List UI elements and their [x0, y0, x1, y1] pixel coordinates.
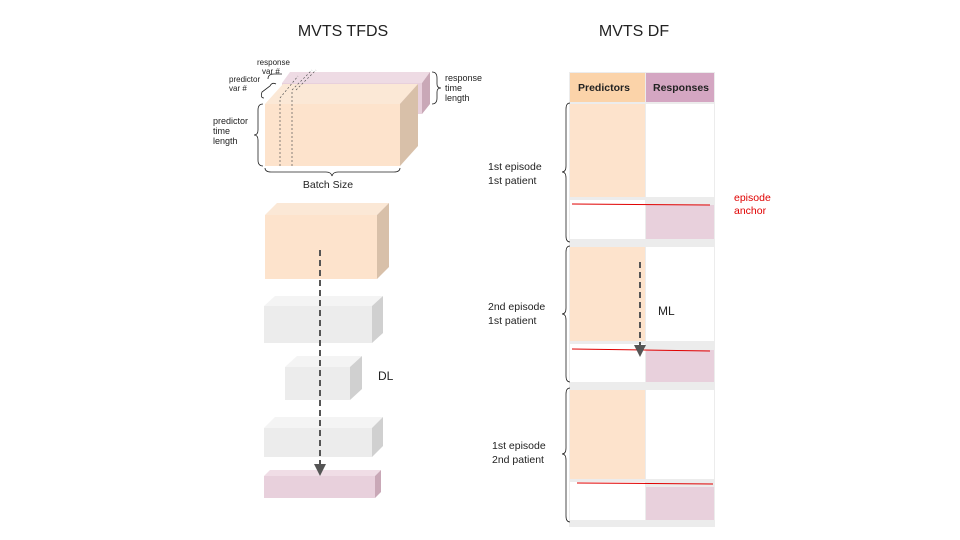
episode-label-3: 1st episode 2nd patient [492, 440, 549, 466]
dl-flow-arrow [314, 250, 326, 476]
episode-block-2 [570, 247, 714, 382]
episode-block-1 [570, 104, 714, 239]
response-var-label: response var # [257, 58, 292, 76]
header-responses-label: Responses [653, 82, 709, 94]
episode-label-2: 2nd episode 1st patient [488, 301, 548, 327]
episode-anchor-line [576, 482, 714, 485]
episode-label-1: 1st episode 1st patient [488, 161, 545, 187]
ml-flow-arrow [634, 262, 646, 357]
dl-input-layer [265, 203, 389, 279]
title-mvts-df: MVTS DF [599, 23, 669, 40]
header-predictors [570, 73, 645, 102]
predictor-var-brace [260, 82, 277, 99]
episode-anchor-label: episode anchor [734, 192, 774, 217]
batch-size-label: Batch Size [303, 179, 353, 191]
response-time-brace [431, 71, 442, 105]
df-table: Predictors Responses [569, 72, 715, 527]
header-predictors-label: Predictors [578, 82, 630, 94]
title-mvts-tfds: MVTS TFDS [298, 23, 388, 40]
predictor-var-label: predictor var # [229, 75, 262, 93]
response-time-length-label: response time length [445, 73, 485, 103]
response-var-brace [267, 73, 282, 80]
predictor-tensor-block [265, 69, 418, 166]
episode-brace-2 [561, 245, 571, 383]
dl-hidden-layer-2 [285, 356, 362, 400]
dl-hidden-layer-3 [264, 417, 383, 457]
dl-hidden-layer-1 [264, 296, 383, 343]
dl-output-layer [264, 470, 381, 498]
ml-label: ML [658, 304, 675, 318]
predictor-time-brace [253, 103, 264, 167]
episode-brace-1 [561, 102, 571, 243]
episode-anchor-line [571, 203, 711, 206]
dl-label: DL [378, 369, 394, 383]
episode-block-3 [570, 390, 714, 520]
header-responses [646, 73, 714, 102]
episode-brace-3 [561, 387, 571, 523]
batch-size-brace [264, 167, 401, 177]
predictor-time-length-label: predictor time length [213, 116, 251, 146]
